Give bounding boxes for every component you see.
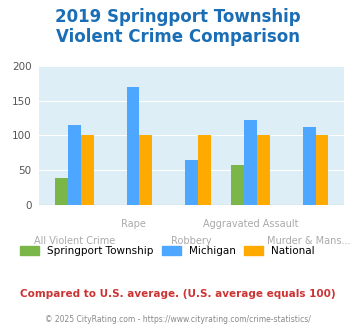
Text: © 2025 CityRating.com - https://www.cityrating.com/crime-statistics/: © 2025 CityRating.com - https://www.city…: [45, 315, 310, 324]
Text: All Violent Crime: All Violent Crime: [34, 236, 115, 246]
Bar: [257, 135, 270, 205]
Text: Aggravated Assault: Aggravated Assault: [203, 219, 298, 229]
Bar: [231, 165, 244, 205]
Text: 2019 Springport Township: 2019 Springport Township: [55, 8, 300, 26]
Bar: [244, 120, 257, 205]
Text: Rape: Rape: [121, 219, 146, 229]
Text: Murder & Mans...: Murder & Mans...: [267, 236, 351, 246]
Bar: [185, 160, 198, 205]
Legend: Springport Township, Michigan, National: Springport Township, Michigan, National: [16, 242, 319, 260]
Bar: [81, 135, 94, 205]
Bar: [198, 135, 211, 205]
Bar: [316, 135, 328, 205]
Bar: [126, 87, 140, 205]
Text: Robbery: Robbery: [171, 236, 212, 246]
Text: Violent Crime Comparison: Violent Crime Comparison: [55, 28, 300, 46]
Bar: [303, 127, 316, 205]
Bar: [140, 135, 152, 205]
Bar: [68, 125, 81, 205]
Text: Compared to U.S. average. (U.S. average equals 100): Compared to U.S. average. (U.S. average …: [20, 289, 335, 299]
Bar: [55, 178, 68, 205]
